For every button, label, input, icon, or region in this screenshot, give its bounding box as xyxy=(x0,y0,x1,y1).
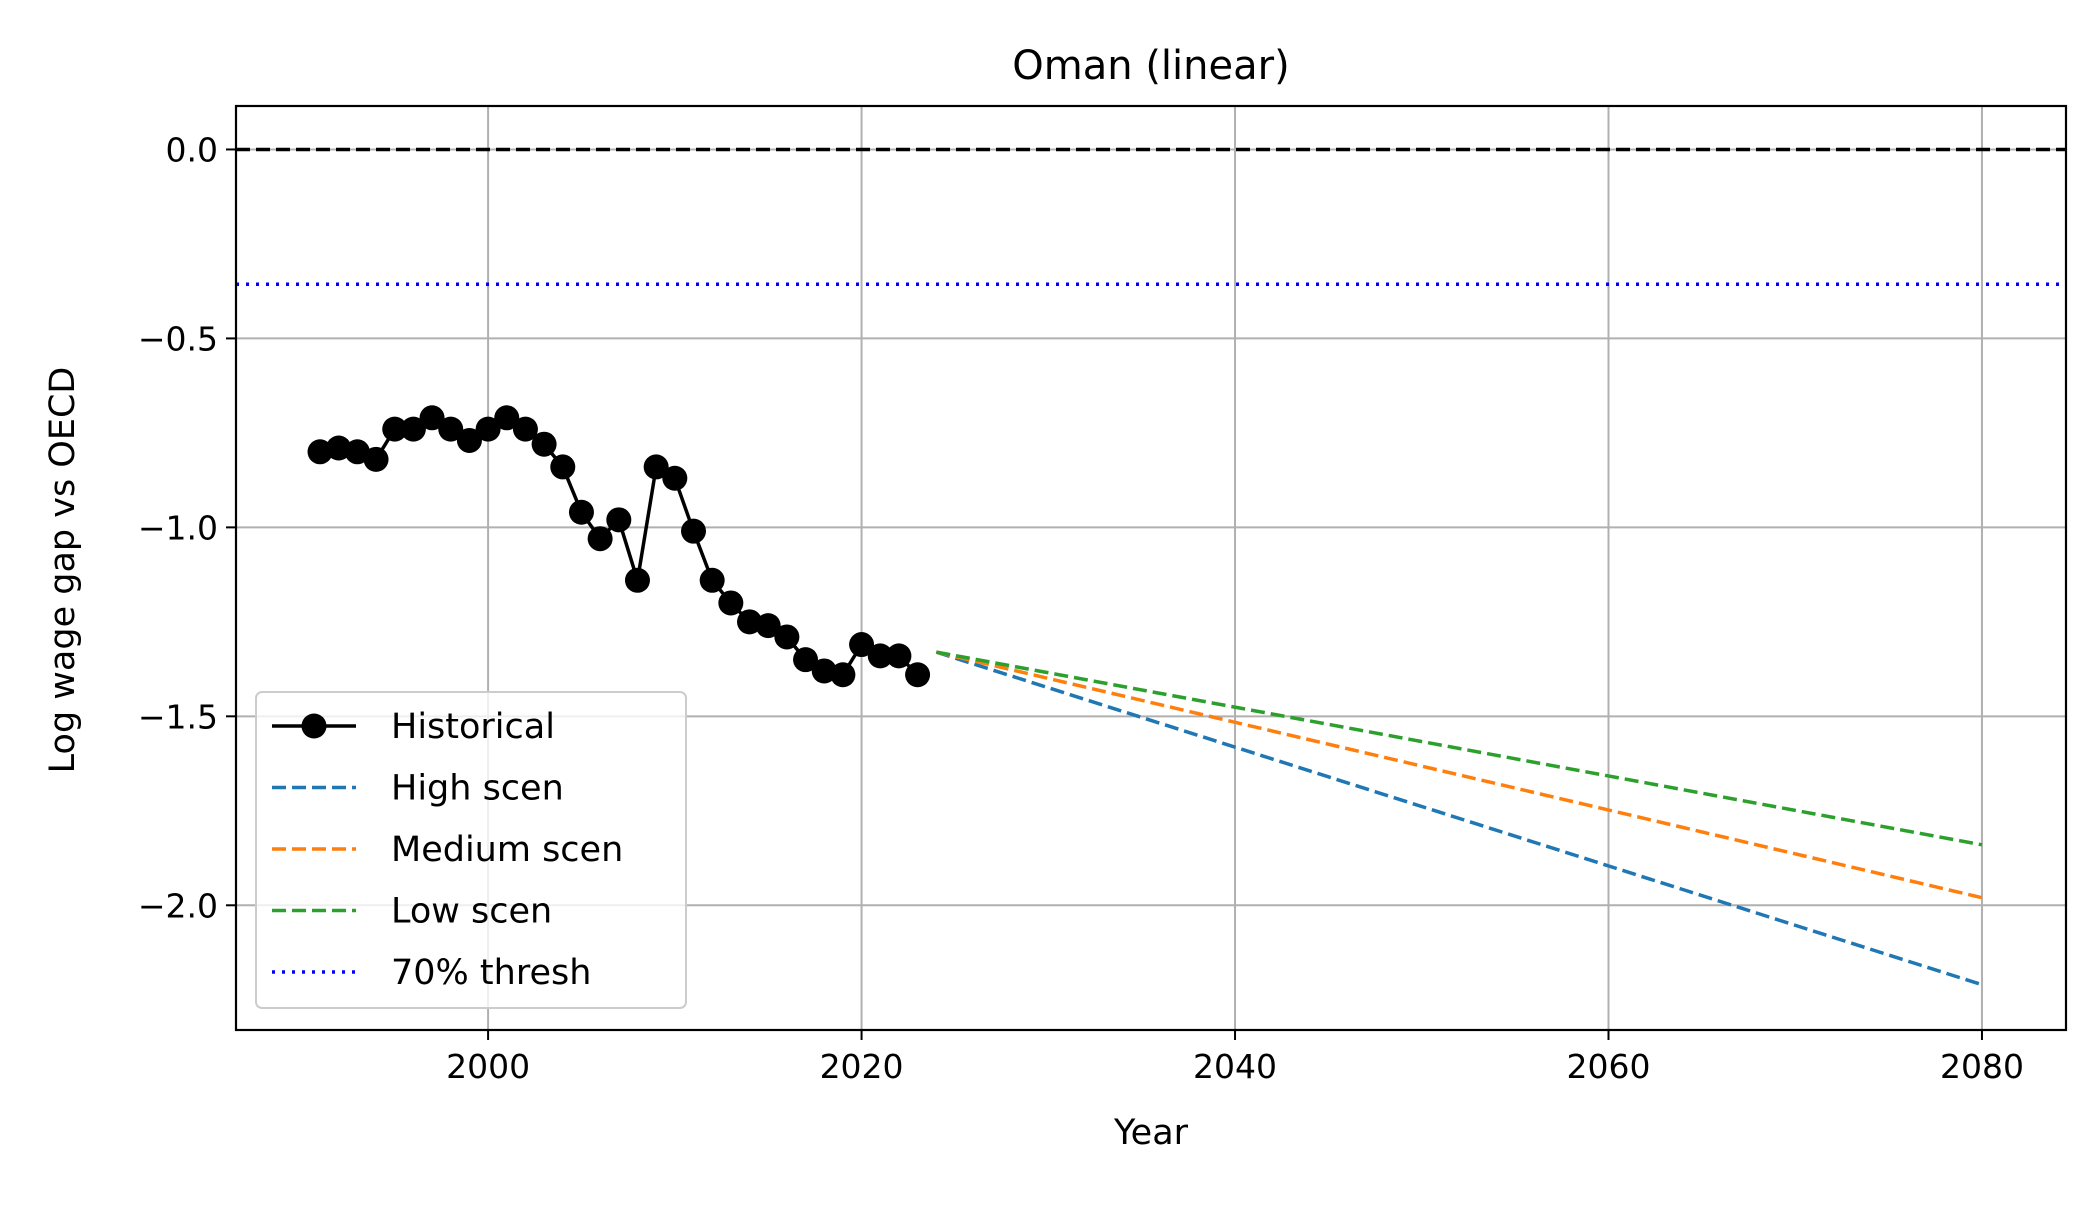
y-tick-label: −0.5 xyxy=(138,319,218,358)
legend-label-low-scen: Low scen xyxy=(391,892,552,932)
historical-line xyxy=(319,416,919,677)
historical-point xyxy=(662,465,688,491)
historical-point xyxy=(793,647,819,673)
historical-point xyxy=(849,632,875,658)
historical-point xyxy=(774,624,800,650)
historical-point xyxy=(643,454,669,480)
historical-point xyxy=(531,431,557,457)
x-tick-label: 2040 xyxy=(1193,1047,1277,1086)
historical-point xyxy=(886,643,912,669)
historical-point xyxy=(606,507,632,533)
historical-point xyxy=(867,643,893,669)
historical-point xyxy=(512,416,538,442)
x-axis-title: Year xyxy=(1113,1113,1189,1153)
historical-point xyxy=(475,416,501,442)
historical-point xyxy=(494,405,520,431)
legend-label-high-scen: High scen xyxy=(391,769,564,809)
historical-point xyxy=(699,567,725,593)
y-tick-label: −1.0 xyxy=(138,508,218,547)
legend-label-medium-scen: Medium scen xyxy=(391,830,623,870)
x-tick-label: 2000 xyxy=(446,1047,530,1086)
historical-point xyxy=(382,416,408,442)
low-scen-line xyxy=(935,650,1983,847)
historical-point xyxy=(755,613,781,639)
historical-point xyxy=(905,662,931,688)
historical-point xyxy=(307,439,333,465)
historical-point xyxy=(456,427,482,453)
historical-point xyxy=(737,609,763,635)
x-tick-label: 2020 xyxy=(820,1047,904,1086)
historical-point xyxy=(624,567,650,593)
legend-label-historical: Historical xyxy=(391,707,555,747)
historical-point xyxy=(438,416,464,442)
historical-point xyxy=(326,435,352,461)
plot-frame xyxy=(234,104,2068,1032)
historical-point xyxy=(419,405,445,431)
legend-box xyxy=(255,691,687,1009)
legend-label-70-thresh: 70% thresh xyxy=(391,953,591,993)
historical-point xyxy=(400,416,426,442)
y-axis-title: Log wage gap vs OECD xyxy=(43,367,83,774)
axis-ticks: 2000 2020 2040 2060 2080 0.0 −0.5 −1.0 −1.5 −2.0 xyxy=(138,130,2024,1086)
legend-marker-historical xyxy=(301,713,327,739)
y-tick-label: −1.5 xyxy=(138,697,218,736)
historical-point xyxy=(811,658,837,684)
series-lines xyxy=(236,282,2066,987)
y-tick-label: −2.0 xyxy=(138,886,218,925)
medium-scen-line xyxy=(935,650,1983,900)
x-tick-label: 2060 xyxy=(1567,1047,1651,1086)
historical-point xyxy=(587,526,613,552)
legend-items: Historical High scen Medium scen Low scen 70… xyxy=(272,707,623,993)
historical-point xyxy=(681,518,706,544)
historical-point xyxy=(568,499,594,525)
y-tick-label: 0.0 xyxy=(166,130,218,169)
historical-point xyxy=(550,454,576,480)
historical-point xyxy=(363,446,389,472)
x-tick-label: 2080 xyxy=(1940,1047,2024,1086)
historical-point xyxy=(718,590,744,616)
legend: Historical High scen Medium scen Low scen 70… xyxy=(255,691,687,1009)
chart-title: Oman (linear) xyxy=(1012,43,1289,89)
high-scen-line xyxy=(935,650,1983,987)
historical-point xyxy=(830,662,856,688)
